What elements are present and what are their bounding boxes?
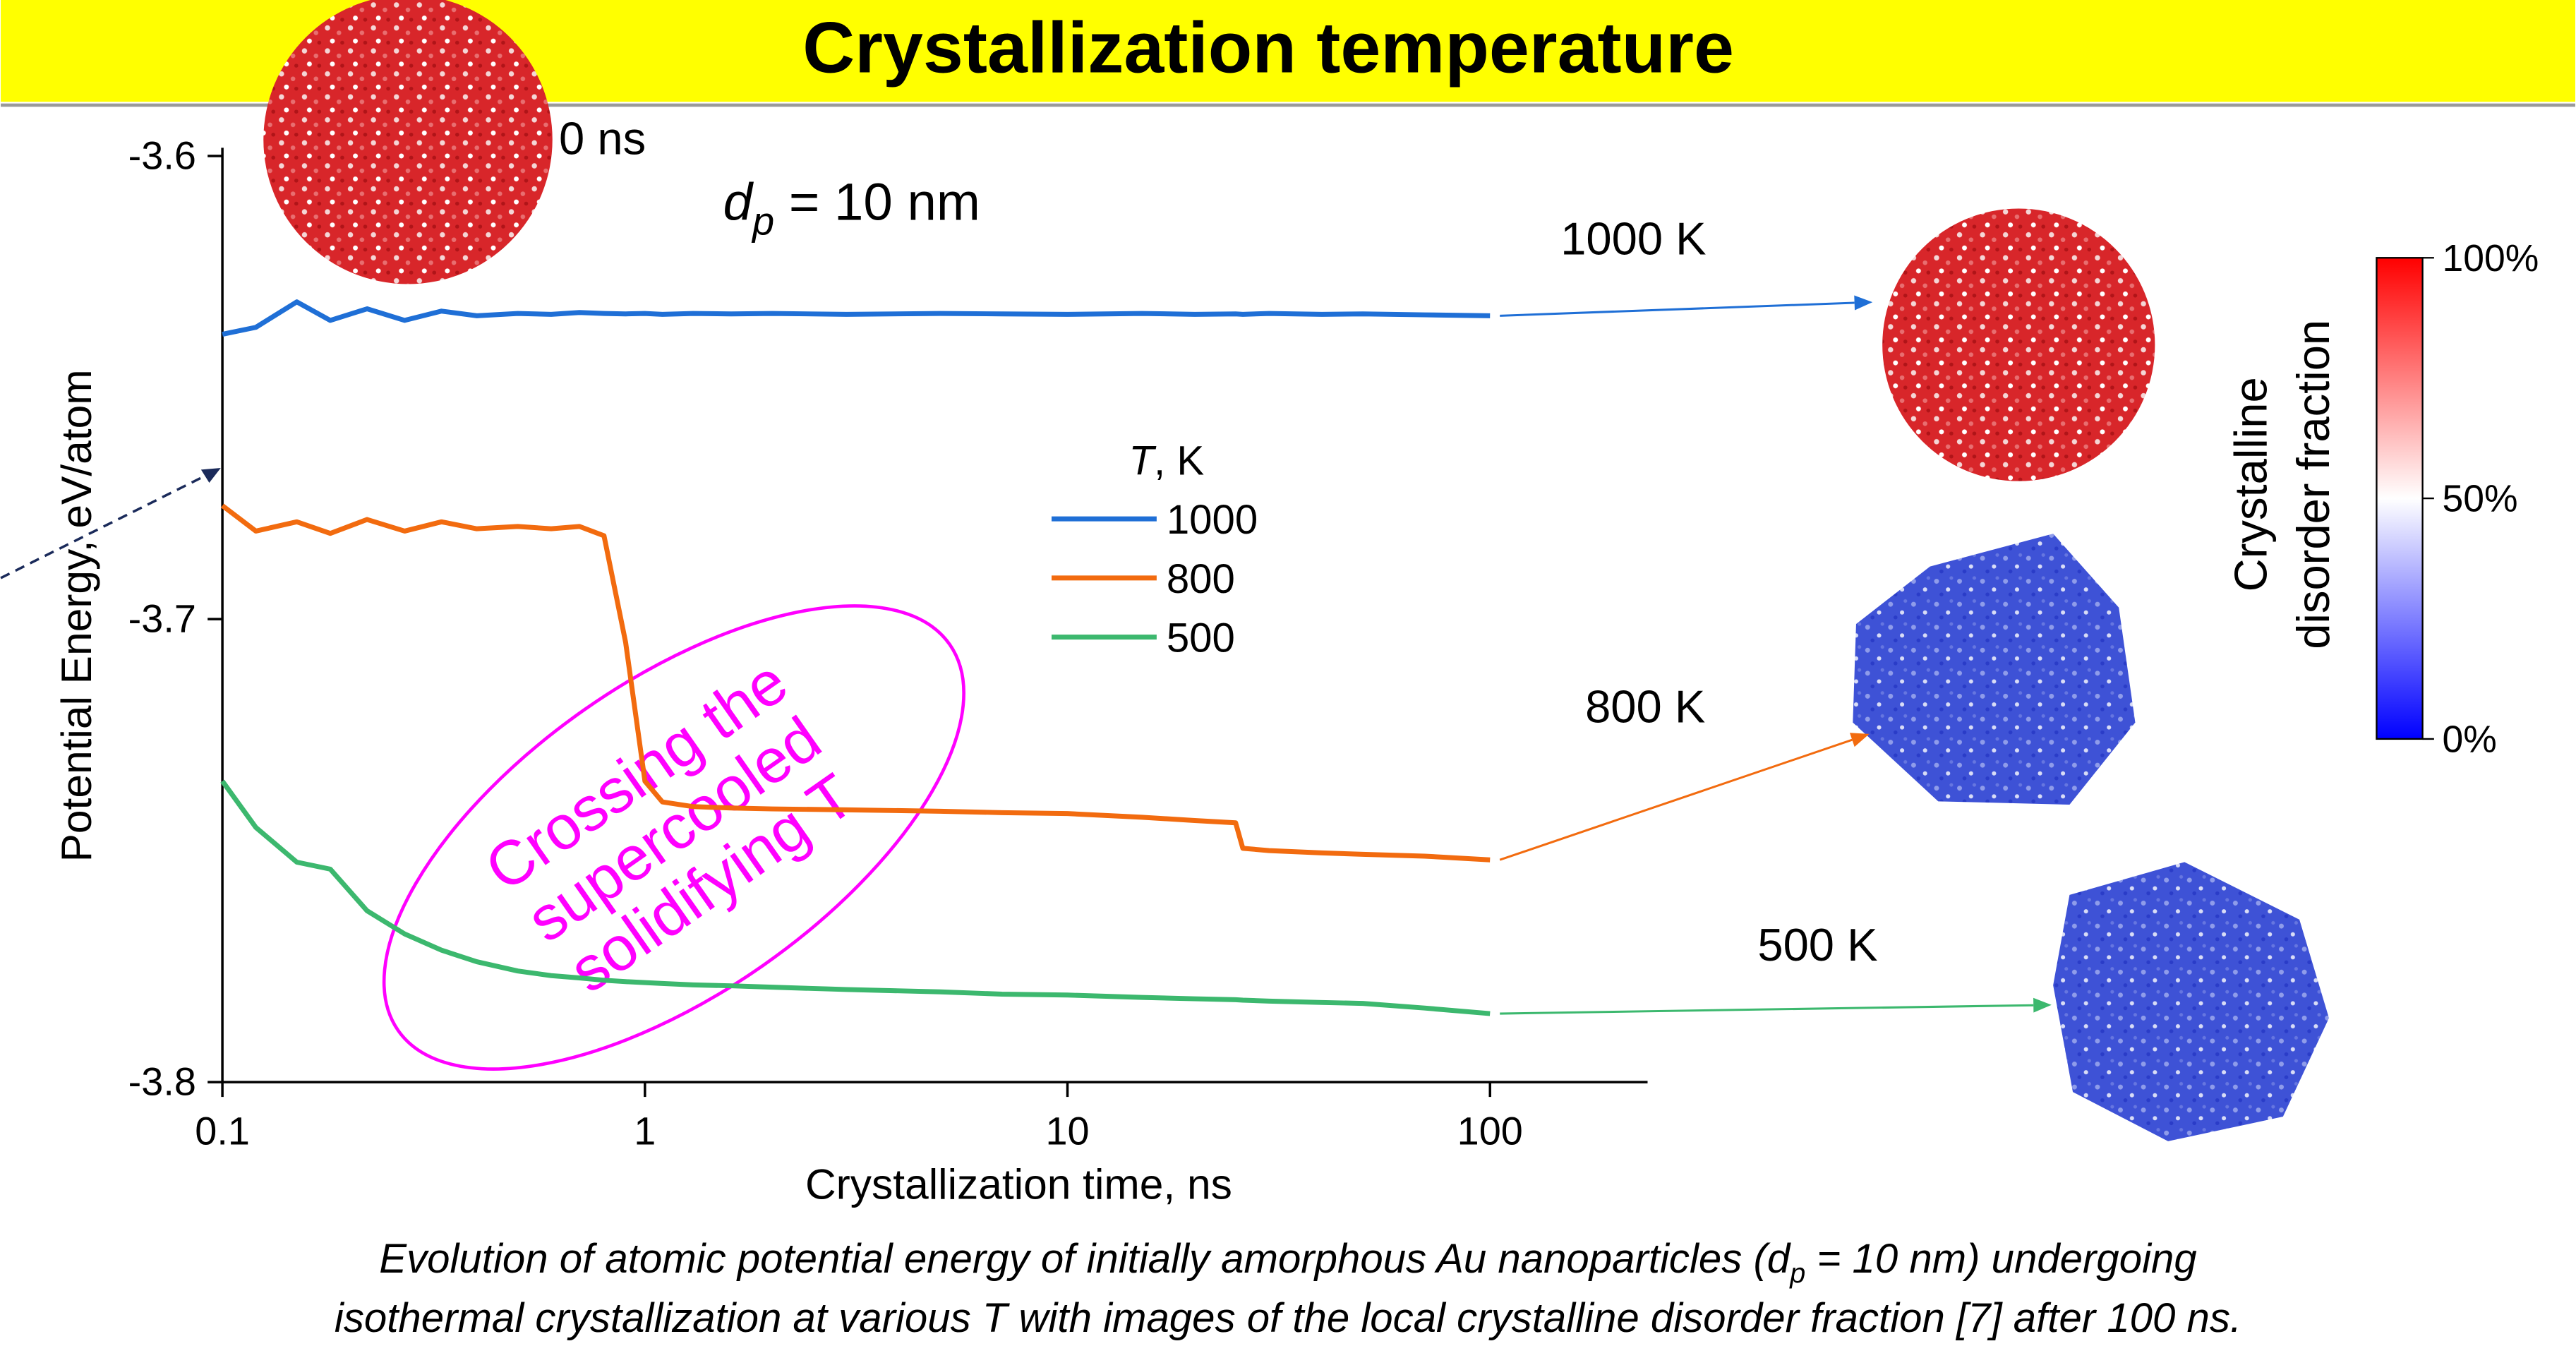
y-tick-label: -3.6 xyxy=(128,133,196,178)
series-line xyxy=(222,302,1490,335)
pointer-arrowhead xyxy=(2033,998,2052,1013)
pointer-arrow xyxy=(1,474,207,578)
particle-image xyxy=(2053,862,2329,1141)
y-tick-label: -3.7 xyxy=(128,596,196,641)
y-tick-label: -3.8 xyxy=(128,1059,196,1104)
particle-image xyxy=(263,0,552,284)
x-tick-label: 10 xyxy=(1045,1109,1089,1153)
particle-label: 1000 K xyxy=(1560,213,1706,265)
slide-title: Crystallization temperature xyxy=(802,6,1734,88)
legend-label: 800 xyxy=(1167,556,1235,602)
colorbar-title: disorder fraction xyxy=(2287,320,2339,649)
colorbar-tick-label: 100% xyxy=(2443,238,2539,280)
legend-title-unit: , K xyxy=(1154,438,1204,483)
caption-subscript: p xyxy=(1789,1258,1805,1289)
colorbar xyxy=(2376,258,2422,739)
diameter-value: = 10 nm xyxy=(774,173,980,232)
caption-text: = 10 nm) undergoing xyxy=(1805,1236,2196,1282)
slide: Crystallization temperature 0 ns dp = 10… xyxy=(0,0,2576,1358)
pointer-arrow xyxy=(1500,740,1852,860)
caption-text: Evolution of atomic potential energy of … xyxy=(379,1236,1791,1282)
diameter-annotation: dp = 10 nm xyxy=(723,173,980,244)
legend-label: 1000 xyxy=(1167,497,1258,543)
region-label: Crossing the supercooled solidifying T xyxy=(473,647,875,1012)
colorbar-title: Crystalline xyxy=(2225,377,2277,591)
colorbar-tick-label: 0% xyxy=(2443,719,2497,761)
pointer-arrow xyxy=(1500,303,1854,316)
legend-label: 500 xyxy=(1167,615,1235,661)
x-tick-label: 100 xyxy=(1457,1109,1523,1153)
colorbar-tick-label: 50% xyxy=(2443,479,2518,520)
page: Crystallization temperature 0 ns dp = 10… xyxy=(0,0,2576,1358)
pointer-arrowhead xyxy=(1854,296,1872,311)
particle-label: 800 K xyxy=(1585,681,1705,733)
pointer-arrowhead xyxy=(201,468,221,483)
caption: isothermal crystallization at various T … xyxy=(335,1295,2241,1341)
x-tick-label: 1 xyxy=(634,1109,656,1153)
particle-image xyxy=(1882,208,2155,481)
legend-title-symbol: T xyxy=(1129,438,1157,483)
y-axis-label: Potential Energy, eV/atom xyxy=(52,369,100,862)
x-axis-label: Crystallization time, ns xyxy=(805,1160,1232,1208)
caption: Evolution of atomic potential energy of … xyxy=(379,1236,2196,1289)
diameter-subscript: p xyxy=(751,199,774,244)
legend-title: T, K xyxy=(1129,438,1205,483)
diameter-symbol: d xyxy=(723,173,754,232)
pointer-arrow xyxy=(1500,1005,2033,1014)
pointer-arrowhead xyxy=(1850,733,1870,747)
particle-image xyxy=(1853,534,2135,805)
time-annotation: 0 ns xyxy=(559,113,646,164)
x-tick-label: 0.1 xyxy=(195,1109,250,1153)
particle-label: 500 K xyxy=(1757,919,1877,971)
